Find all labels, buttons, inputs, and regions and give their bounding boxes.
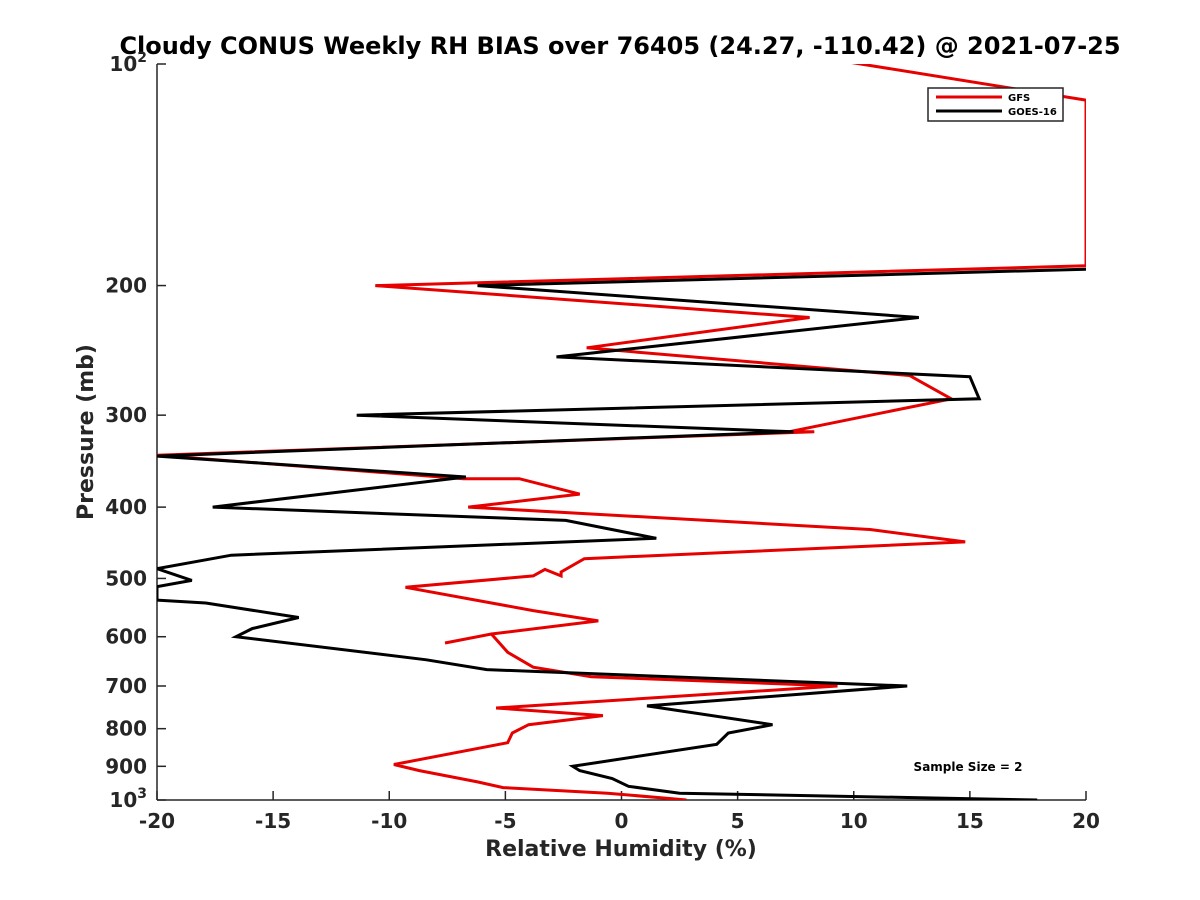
series-line-gfs	[157, 64, 1086, 800]
y-tick-label: 200	[105, 274, 147, 298]
legend-label-goes-16: GOES-16	[1008, 107, 1057, 118]
y-tick-label: 500	[105, 566, 147, 590]
legend-box	[927, 87, 1064, 122]
x-tick-label: -10	[371, 809, 407, 833]
x-axis-label: Relative Humidity (%)	[485, 837, 757, 862]
x-tick-label: 5	[731, 809, 745, 833]
x-tick-label: -15	[255, 809, 291, 833]
x-tick-label: -5	[494, 809, 516, 833]
legend-label-gfs: GFS	[1008, 93, 1030, 104]
y-tick-label: 300	[105, 403, 147, 427]
x-tick-label: -20	[139, 809, 175, 833]
y-tick-label: 102	[109, 50, 147, 76]
series-line-goes-16	[157, 267, 1086, 800]
x-tick-label: 20	[1072, 809, 1100, 833]
y-tick-label: 800	[105, 717, 147, 741]
x-tick-label: 15	[956, 809, 984, 833]
legend: GFS GOES-16	[927, 87, 1064, 122]
chart-title: Cloudy CONUS Weekly RH BIAS over 76405 (…	[119, 32, 1120, 60]
x-tick-label: 10	[840, 809, 868, 833]
x-tick-label: 0	[615, 809, 629, 833]
y-tick-label: 900	[105, 754, 147, 778]
y-tick-label: 103	[109, 786, 147, 812]
y-tick-label: 400	[105, 495, 147, 519]
y-axis-label: Pressure (mb)	[74, 344, 99, 520]
sample-size-annotation: Sample Size = 2	[914, 760, 1023, 774]
y-tick-label: 700	[105, 674, 147, 698]
series-group	[157, 64, 1086, 800]
y-tick-label: 600	[105, 625, 147, 649]
